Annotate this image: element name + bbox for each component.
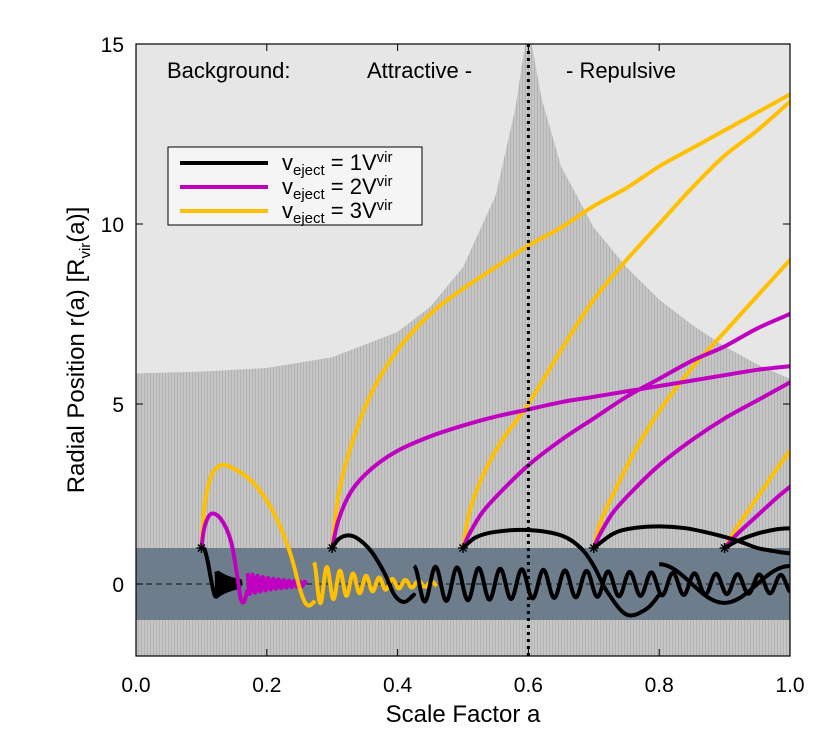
- series-layer: [199, 92, 790, 618]
- oscillation-1V-2: [658, 562, 790, 605]
- repulsive-region: [136, 44, 790, 656]
- x-tick-label-1: 0.2: [252, 674, 281, 697]
- ejection-markers: [196, 543, 730, 553]
- trajectory-1V-4: [722, 526, 790, 550]
- legend-item-3: veject = 3Vvir: [180, 197, 393, 227]
- trajectory-3V-4: [722, 448, 790, 550]
- trajectory-3V-1: [330, 92, 790, 550]
- y-tick-label-1: 5: [112, 394, 124, 417]
- y-tick-label-3: 15: [101, 34, 124, 57]
- ejection-marker-4: [719, 543, 730, 553]
- oscillation-2V-0: [245, 571, 308, 597]
- trajectory-3V-0: [199, 462, 316, 608]
- x-tick-label-5: 1.0: [775, 674, 804, 697]
- y-tick-label-0: 0: [112, 574, 124, 597]
- oscillation-3V-0: [312, 561, 439, 606]
- legend-label-1: veject = 1Vvir: [282, 149, 393, 179]
- ejection-marker-1: [327, 543, 338, 553]
- y-axis-label-sub: vir: [77, 243, 94, 259]
- trajectory-3V-3: [591, 258, 790, 550]
- y-axis-label-tail: (a)]: [63, 207, 90, 243]
- trajectory-1V-0: [199, 546, 219, 599]
- annotation-repulsive: - Repulsive: [566, 58, 676, 83]
- x-axis-label: Scale Factor a: [386, 701, 541, 728]
- ejection-marker-3: [588, 543, 599, 553]
- trajectory-1V-1: [330, 533, 416, 604]
- y-axis-label-main: Radial Position r(a) [R: [63, 259, 90, 494]
- trajectory-2V-2: [461, 312, 790, 550]
- legend-label-3: veject = 3Vvir: [282, 197, 393, 227]
- legend-item-1: veject = 1Vvir: [180, 149, 393, 179]
- y-tick-label-2: 10: [101, 214, 124, 237]
- ejection-marker-0: [196, 543, 207, 553]
- oscillation-1V-1: [412, 564, 790, 604]
- plot-area: [136, 44, 790, 656]
- y-axis-label: Radial Position r(a) [Rvir(a)]: [63, 207, 94, 494]
- trajectory-1V-3: [591, 524, 790, 556]
- x-tick-label-2: 0.4: [383, 674, 413, 697]
- annotation-attractive: Attractive -: [367, 58, 472, 83]
- x-tick-label-3: 0.6: [514, 674, 543, 697]
- axes-frame: [135, 43, 791, 657]
- trajectory-1V-2: [461, 527, 662, 618]
- legend-item-2: veject = 2Vvir: [180, 173, 393, 203]
- trajectory-2V-3: [591, 380, 790, 550]
- annotation-background: Background:: [167, 58, 291, 83]
- trajectory-2V-0: [199, 511, 250, 605]
- legend-label-2: veject = 2Vvir: [282, 173, 393, 203]
- x-tick-label-0: 0.0: [121, 674, 150, 697]
- x-tick-label-4: 0.8: [645, 674, 674, 697]
- axis-ticks: 0.0 0.2 0.4 0.6 0.8 1.0 0 5 10 15: [101, 34, 805, 697]
- trajectory-3V-2: [461, 99, 790, 550]
- ejection-marker-2: [458, 543, 468, 553]
